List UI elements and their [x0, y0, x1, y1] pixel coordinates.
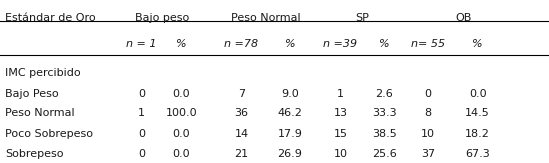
Text: 10: 10	[333, 149, 348, 159]
Text: %: %	[379, 39, 390, 49]
Text: n= 55: n= 55	[411, 39, 445, 49]
Text: 33.3: 33.3	[372, 108, 396, 118]
Text: 100.0: 100.0	[165, 108, 197, 118]
Text: 14: 14	[234, 129, 249, 139]
Text: 0.0: 0.0	[172, 149, 190, 159]
Text: Estándar de Oro: Estándar de Oro	[5, 13, 96, 23]
Text: Poco Sobrepeso: Poco Sobrepeso	[5, 129, 93, 139]
Text: 0: 0	[138, 149, 145, 159]
Text: 0.0: 0.0	[469, 89, 486, 99]
Text: 0: 0	[138, 89, 145, 99]
Text: n =39: n =39	[323, 39, 357, 49]
Text: 10: 10	[421, 129, 435, 139]
Text: 26.9: 26.9	[277, 149, 302, 159]
Text: 13: 13	[333, 108, 348, 118]
Text: 38.5: 38.5	[372, 129, 397, 139]
Text: 8: 8	[425, 108, 432, 118]
Text: 7: 7	[238, 89, 245, 99]
Text: 1: 1	[337, 89, 344, 99]
Text: 0: 0	[425, 89, 432, 99]
Text: 17.9: 17.9	[277, 129, 302, 139]
Text: 46.2: 46.2	[277, 108, 302, 118]
Text: 9.0: 9.0	[281, 89, 299, 99]
Text: 0: 0	[138, 129, 145, 139]
Text: Peso Normal: Peso Normal	[232, 13, 301, 23]
Text: 2.6: 2.6	[376, 89, 393, 99]
Text: n = 1: n = 1	[126, 39, 157, 49]
Text: 0.0: 0.0	[172, 89, 190, 99]
Text: 36: 36	[234, 108, 249, 118]
Text: %: %	[472, 39, 483, 49]
Text: 14.5: 14.5	[465, 108, 490, 118]
Text: 15: 15	[333, 129, 348, 139]
Text: 37: 37	[421, 149, 435, 159]
Text: SP: SP	[355, 13, 369, 23]
Text: 25.6: 25.6	[372, 149, 397, 159]
Text: Bajo Peso: Bajo Peso	[5, 89, 59, 99]
Text: %: %	[176, 39, 187, 49]
Text: %: %	[284, 39, 295, 49]
Text: 1: 1	[138, 108, 145, 118]
Text: 0.0: 0.0	[172, 129, 190, 139]
Text: 67.3: 67.3	[465, 149, 490, 159]
Text: 21: 21	[234, 149, 249, 159]
Text: Peso Normal: Peso Normal	[5, 108, 75, 118]
Text: IMC percibido: IMC percibido	[5, 68, 81, 78]
Text: 18.2: 18.2	[465, 129, 490, 139]
Text: OB: OB	[456, 13, 472, 23]
Text: Sobrepeso: Sobrepeso	[5, 149, 64, 159]
Text: n =78: n =78	[225, 39, 259, 49]
Text: Bajo peso: Bajo peso	[135, 13, 189, 23]
